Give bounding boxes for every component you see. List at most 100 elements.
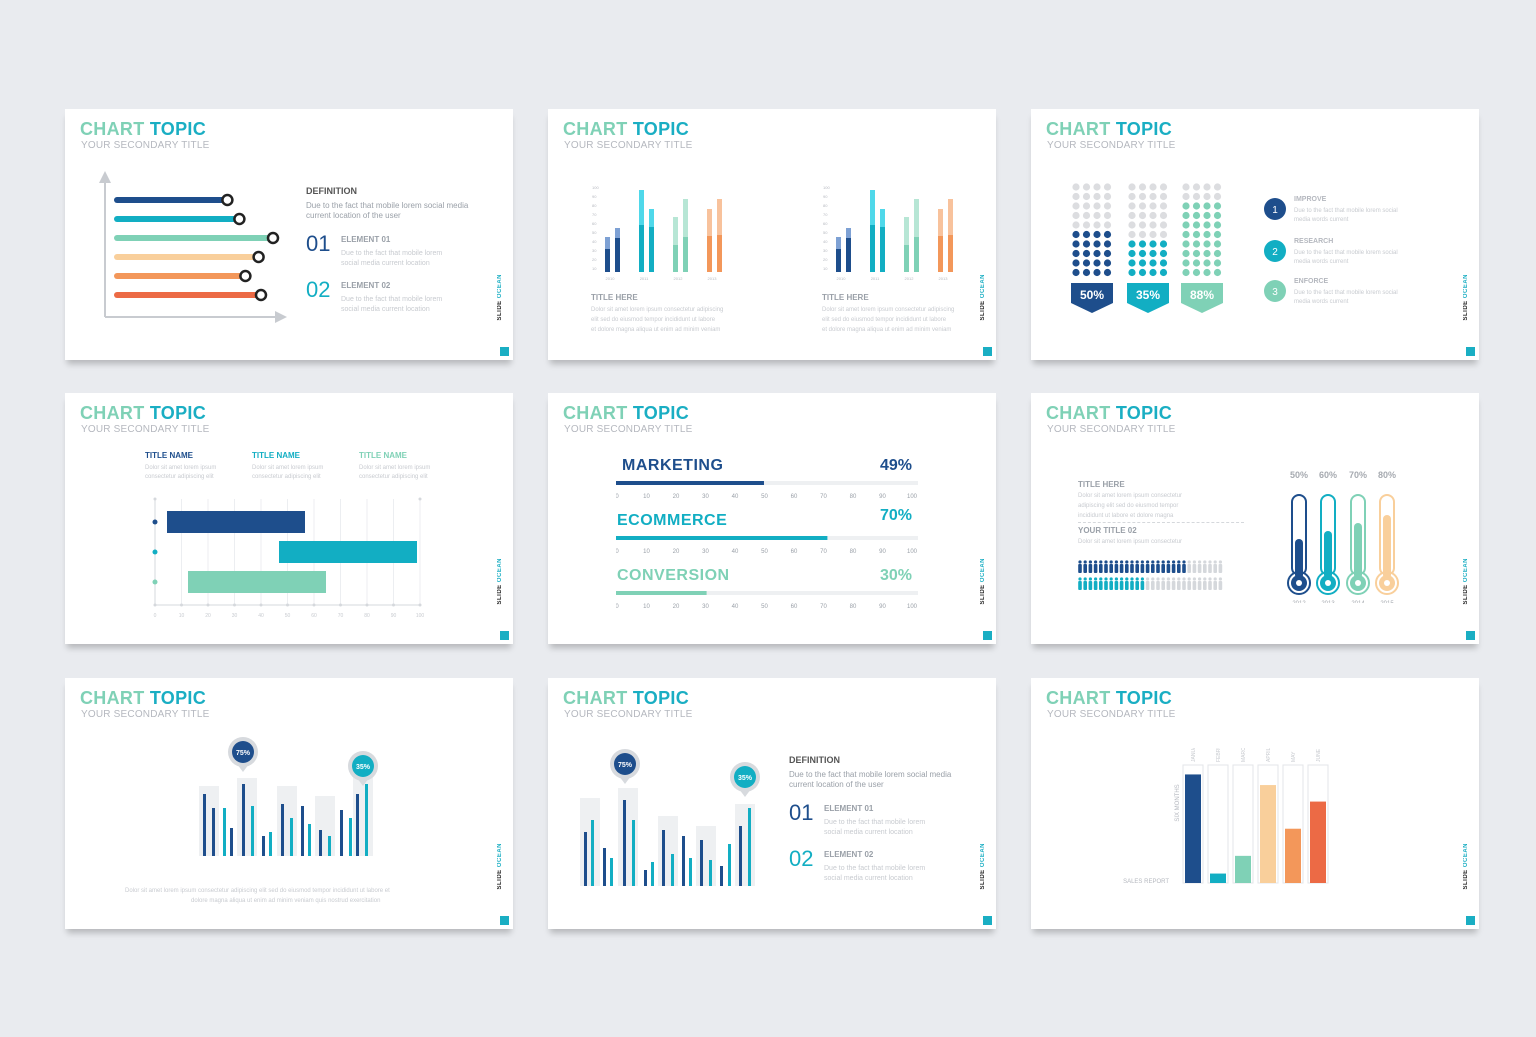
slide-dot-columns[interactable]: CHART TOPIC YOUR SECONDARY TITLE 50% 35%…	[1031, 109, 1479, 360]
definition-label: DEFINITION	[306, 186, 357, 196]
dot	[1072, 268, 1080, 277]
person-icon	[1104, 577, 1108, 581]
element-label: ELEMENT 01	[824, 804, 874, 813]
slide-bar-callouts[interactable]: CHART TOPIC YOUR SECONDARY TITLE 75% 35%…	[65, 678, 513, 929]
y-tick-label: 50	[823, 230, 828, 235]
dot	[1182, 259, 1190, 267]
person-icon	[1094, 560, 1098, 564]
person-icon	[1198, 577, 1202, 581]
slide-horizontal-bars-definition[interactable]: CHART TOPIC YOUR SECONDARY TITLE DEFINIT…	[65, 109, 513, 360]
progress-tick: 30	[702, 494, 709, 500]
y-tick-label: 50	[592, 230, 597, 235]
dot	[1213, 268, 1222, 277]
person-icon	[1109, 560, 1113, 564]
dot	[1149, 192, 1157, 201]
sales-bar-chart: SIX MONTHS SALES REPORT JANUARY FEBRUARY M…	[1123, 748, 1329, 885]
thermo-fill	[1354, 523, 1362, 579]
slide-number-box	[500, 916, 509, 925]
person-icon	[1182, 577, 1186, 581]
dot	[1192, 221, 1201, 229]
y-tick-label: 30	[823, 248, 828, 253]
slide-subtitle: YOUR SECONDARY TITLE	[81, 424, 210, 435]
callout-value: 75%	[618, 762, 633, 769]
x-tick-label: 30	[232, 613, 238, 619]
dot	[1149, 240, 1157, 248]
slide-sales-report[interactable]: CHART TOPIC YOUR SECONDARY TITLE SIX MON…	[1031, 678, 1479, 929]
person-icon	[1187, 577, 1191, 581]
person-icon	[1114, 577, 1118, 581]
element-number: 01	[306, 231, 331, 256]
dot	[1093, 268, 1101, 277]
dot	[1138, 230, 1147, 239]
person-icon	[1218, 577, 1222, 581]
dot	[1093, 259, 1101, 267]
person-icon	[1135, 560, 1139, 564]
month-label: MARCH	[1241, 748, 1247, 762]
progress-tick: 30	[702, 549, 709, 555]
caption-line: dolore magna aliqua ut enim ad minim ven…	[191, 898, 381, 904]
progress-fill	[616, 481, 764, 485]
bar	[651, 862, 654, 886]
column-top	[846, 228, 851, 238]
progress-percent: 49%	[880, 457, 913, 474]
bar	[356, 794, 359, 856]
dot	[1192, 183, 1201, 191]
dot	[1128, 259, 1136, 267]
y-tick-label: 100	[592, 185, 599, 190]
dot	[1072, 211, 1080, 220]
dot	[1128, 211, 1136, 220]
slide-number-box	[500, 347, 509, 356]
dot	[1138, 268, 1147, 277]
item-text: Due to the fact that mobile lorem social	[1294, 290, 1398, 296]
item-text: Due to the fact that mobile lorem social	[1294, 208, 1398, 214]
dot	[1159, 240, 1168, 248]
slide-bar-callouts-definition[interactable]: CHART TOPIC YOUR SECONDARY TITLE 75% 35%…	[548, 678, 996, 929]
dot	[1138, 221, 1147, 229]
slide-title: CHART TOPIC	[563, 403, 689, 423]
element-label: ELEMENT 01	[341, 235, 391, 244]
definition-text-1: Due to the fact that mobile lorem social…	[306, 201, 469, 210]
definition-text-1: Due to the fact that mobile lorem social…	[789, 770, 952, 779]
y-tick-label: 10	[592, 266, 597, 271]
gantt-bar	[279, 541, 417, 563]
dot	[1138, 249, 1147, 258]
element-label: ELEMENT 02	[341, 281, 391, 290]
bar-end-knob	[221, 193, 234, 207]
slide-subtitle: YOUR SECONDARY TITLE	[564, 709, 693, 720]
chart-desc-1: Dolor sit amet lorem ipsum consectetur a…	[591, 307, 724, 313]
slide-progress-bars[interactable]: CHART TOPIC YOUR SECONDARY TITLE MARKETI…	[548, 393, 996, 644]
slide-double-column-charts[interactable]: CHART TOPIC YOUR SECONDARY TITLE 100 90 80…	[548, 109, 996, 360]
x-tick-label: 2013	[708, 276, 718, 281]
callout-pin: 75%	[228, 737, 258, 772]
column-bar	[880, 227, 885, 272]
dot	[1213, 211, 1222, 220]
item-label: ENFORCE	[1294, 278, 1329, 285]
y-tick-label: 30	[592, 248, 597, 253]
column-bar	[836, 249, 841, 272]
slide-subtitle: YOUR SECONDARY TITLE	[81, 709, 210, 720]
dot	[1093, 192, 1101, 201]
chart-desc-2: elit sed do eiusmod tempor incididunt ut…	[822, 317, 947, 323]
progress-tick: 40	[732, 604, 739, 610]
element-number: 02	[306, 277, 331, 302]
item-number: 3	[1272, 287, 1278, 298]
dot-matrix-chart: 50% 35% 88%	[1071, 183, 1223, 313]
title-desc: Dolor sit amet lorem ipsum	[145, 465, 217, 471]
slide-title: CHART TOPIC	[80, 403, 206, 423]
element-text-2: social media current location	[824, 829, 913, 836]
slide-subtitle: YOUR SECONDARY TITLE	[81, 140, 210, 151]
progress-tick: 10	[643, 604, 650, 610]
slide-thermometers[interactable]: CHART TOPIC YOUR SECONDARY TITLE TITLE H…	[1031, 393, 1479, 644]
brand-logo: SLIDE OCEAN	[1463, 274, 1469, 321]
progress-label-marketing: MARKETING	[622, 457, 724, 474]
slide-gantt-bars[interactable]: CHART TOPIC YOUR SECONDARY TITLE TITLE N…	[65, 393, 513, 644]
y-tick-label: 80	[592, 203, 597, 208]
bar	[728, 844, 731, 886]
element-text-1: Due to the fact that mobile lorem	[824, 865, 926, 872]
brand-logo: SLIDE OCEAN	[1463, 558, 1469, 605]
title-desc: Dolor sit amet lorem ipsum	[359, 465, 431, 471]
sales-bar	[1185, 774, 1201, 883]
column-bar	[948, 235, 953, 272]
callout-value: 35%	[356, 764, 371, 771]
element-number: 02	[789, 846, 814, 871]
